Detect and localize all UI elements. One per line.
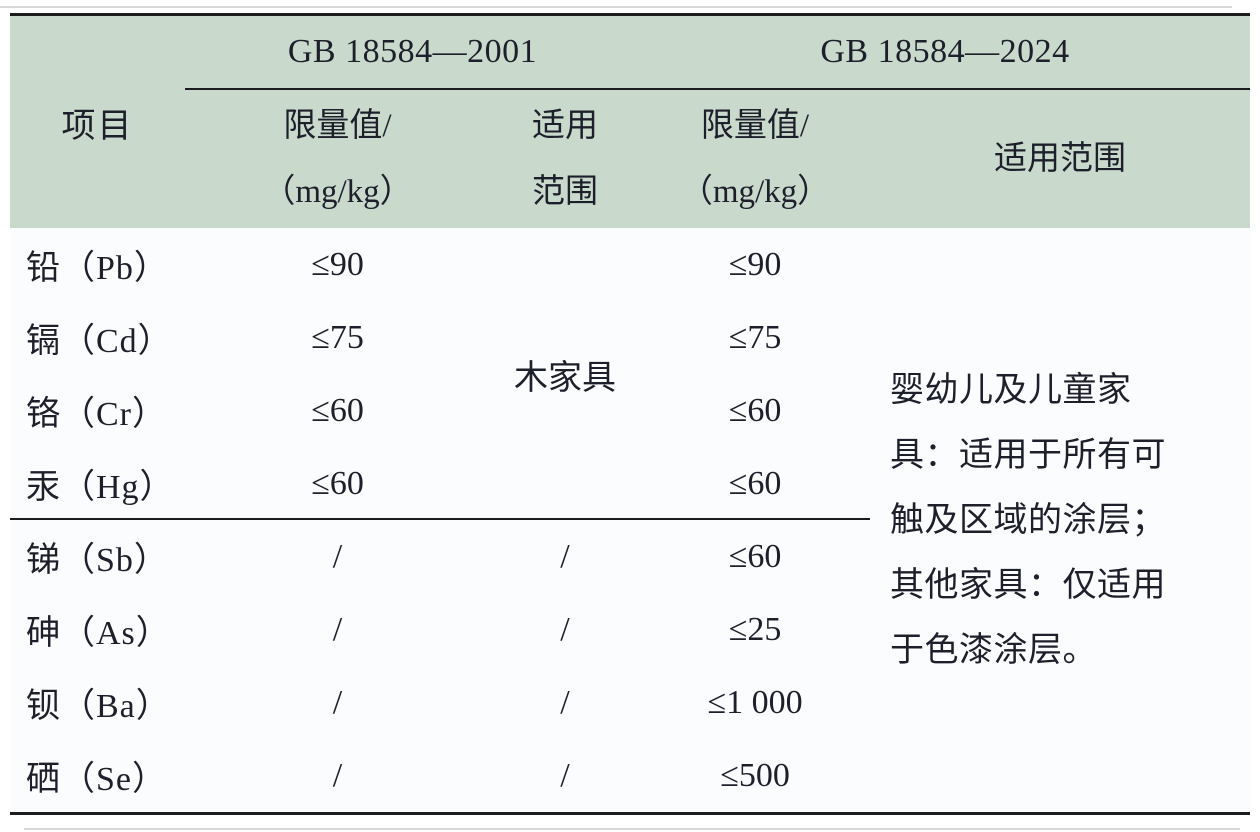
scope-2001-merged-cell: 木家具: [514, 359, 616, 397]
table-top-border: [10, 13, 1250, 16]
row-item-cell: 钡（Ba）: [26, 688, 171, 725]
column-header-item: 项目: [61, 107, 134, 145]
limit-2001-cell: ≤90: [311, 245, 364, 283]
row-item-cell: 硒（Se）: [26, 761, 167, 798]
limit-2001-cell: ≤75: [311, 318, 364, 356]
group-header-underline: [185, 88, 1250, 90]
group-header-gb2001: GB 18584—2001: [287, 33, 538, 70]
row-item-cell: 锑（Sb）: [26, 542, 169, 579]
limit-2001-cell: /: [332, 756, 343, 794]
scope-2001-cell: /: [560, 610, 570, 648]
limit-2001-line2: （mg/kg）: [262, 174, 413, 210]
scope-2001-cell: /: [560, 683, 570, 721]
standards-comparison-table: GB 18584—2001 GB 18584—2024 限量值/ （mg/kg）…: [10, 13, 1250, 815]
limit-2001-cell: ≤60: [311, 464, 364, 502]
limit-2001-cell: /: [332, 537, 343, 575]
cropped-content-edge-top: [0, 6, 1232, 8]
column-header-scope-2001: 适用 范围: [490, 90, 640, 228]
row-item-cell: 铬（Cr）: [26, 396, 167, 433]
section-divider-rule: [10, 518, 870, 520]
limit-2024-cell: ≤60: [728, 391, 782, 429]
row-item-cell: 铅（Pb）: [26, 250, 169, 287]
group-header-row: GB 18584—2001 GB 18584—2024: [10, 16, 1250, 88]
limit-2024-cell: ≤90: [728, 245, 782, 283]
scope-2001-cell: /: [560, 537, 570, 575]
limit-2024-cell: ≤25: [728, 610, 782, 648]
sub-header-row: 限量值/ （mg/kg） 适用 范围 限量值/ （mg/kg） 适用范围: [10, 90, 1250, 228]
limit-2024-cell: ≤500: [720, 756, 790, 794]
limit-2024-cell: ≤60: [728, 537, 782, 575]
table-header: GB 18584—2001 GB 18584—2024 限量值/ （mg/kg）…: [10, 16, 1250, 228]
column-header-limit-2024: 限量值/ （mg/kg）: [640, 90, 870, 228]
scope-2024-merged-cell: 婴幼儿及儿童家 具：适用于所有可 触及区域的涂层； 其他家具：仅适用 于色漆涂层…: [890, 371, 1166, 669]
limit-2001-line1: 限量值/: [283, 108, 392, 144]
column-header-scope-2024: 适用范围: [994, 141, 1126, 177]
group-header-gb2024: GB 18584—2024: [820, 33, 1070, 70]
limit-2024-cell: ≤75: [728, 318, 782, 356]
scope-2001-line2: 范围: [532, 174, 598, 210]
limit-2001-cell: ≤60: [311, 391, 364, 429]
scope-2001-line1: 适用: [532, 108, 598, 144]
row-item-cell: 砷（As）: [26, 615, 171, 652]
table-body: 铅（Pb） ≤90 ≤90 镉（Cd） ≤75 ≤75 铬（Cr） ≤60 ≤6…: [10, 228, 1250, 812]
limit-2024-cell: ≤60: [728, 464, 782, 502]
limit-2001-cell: /: [332, 683, 343, 721]
limit-2024-cell: ≤1 000: [707, 683, 803, 721]
row-item-cell: 镉（Cd）: [26, 323, 173, 360]
scope-2001-cell: /: [560, 756, 570, 794]
limit-2024-line2: （mg/kg）: [679, 174, 831, 210]
column-header-limit-2001: 限量值/ （mg/kg）: [185, 90, 490, 228]
table-bottom-border: [10, 812, 1250, 815]
cropped-content-edge-bottom: [24, 828, 1240, 830]
row-item-cell: 汞（Hg）: [26, 469, 175, 506]
limit-2001-cell: /: [332, 610, 343, 648]
limit-2024-line1: 限量值/: [700, 108, 810, 144]
